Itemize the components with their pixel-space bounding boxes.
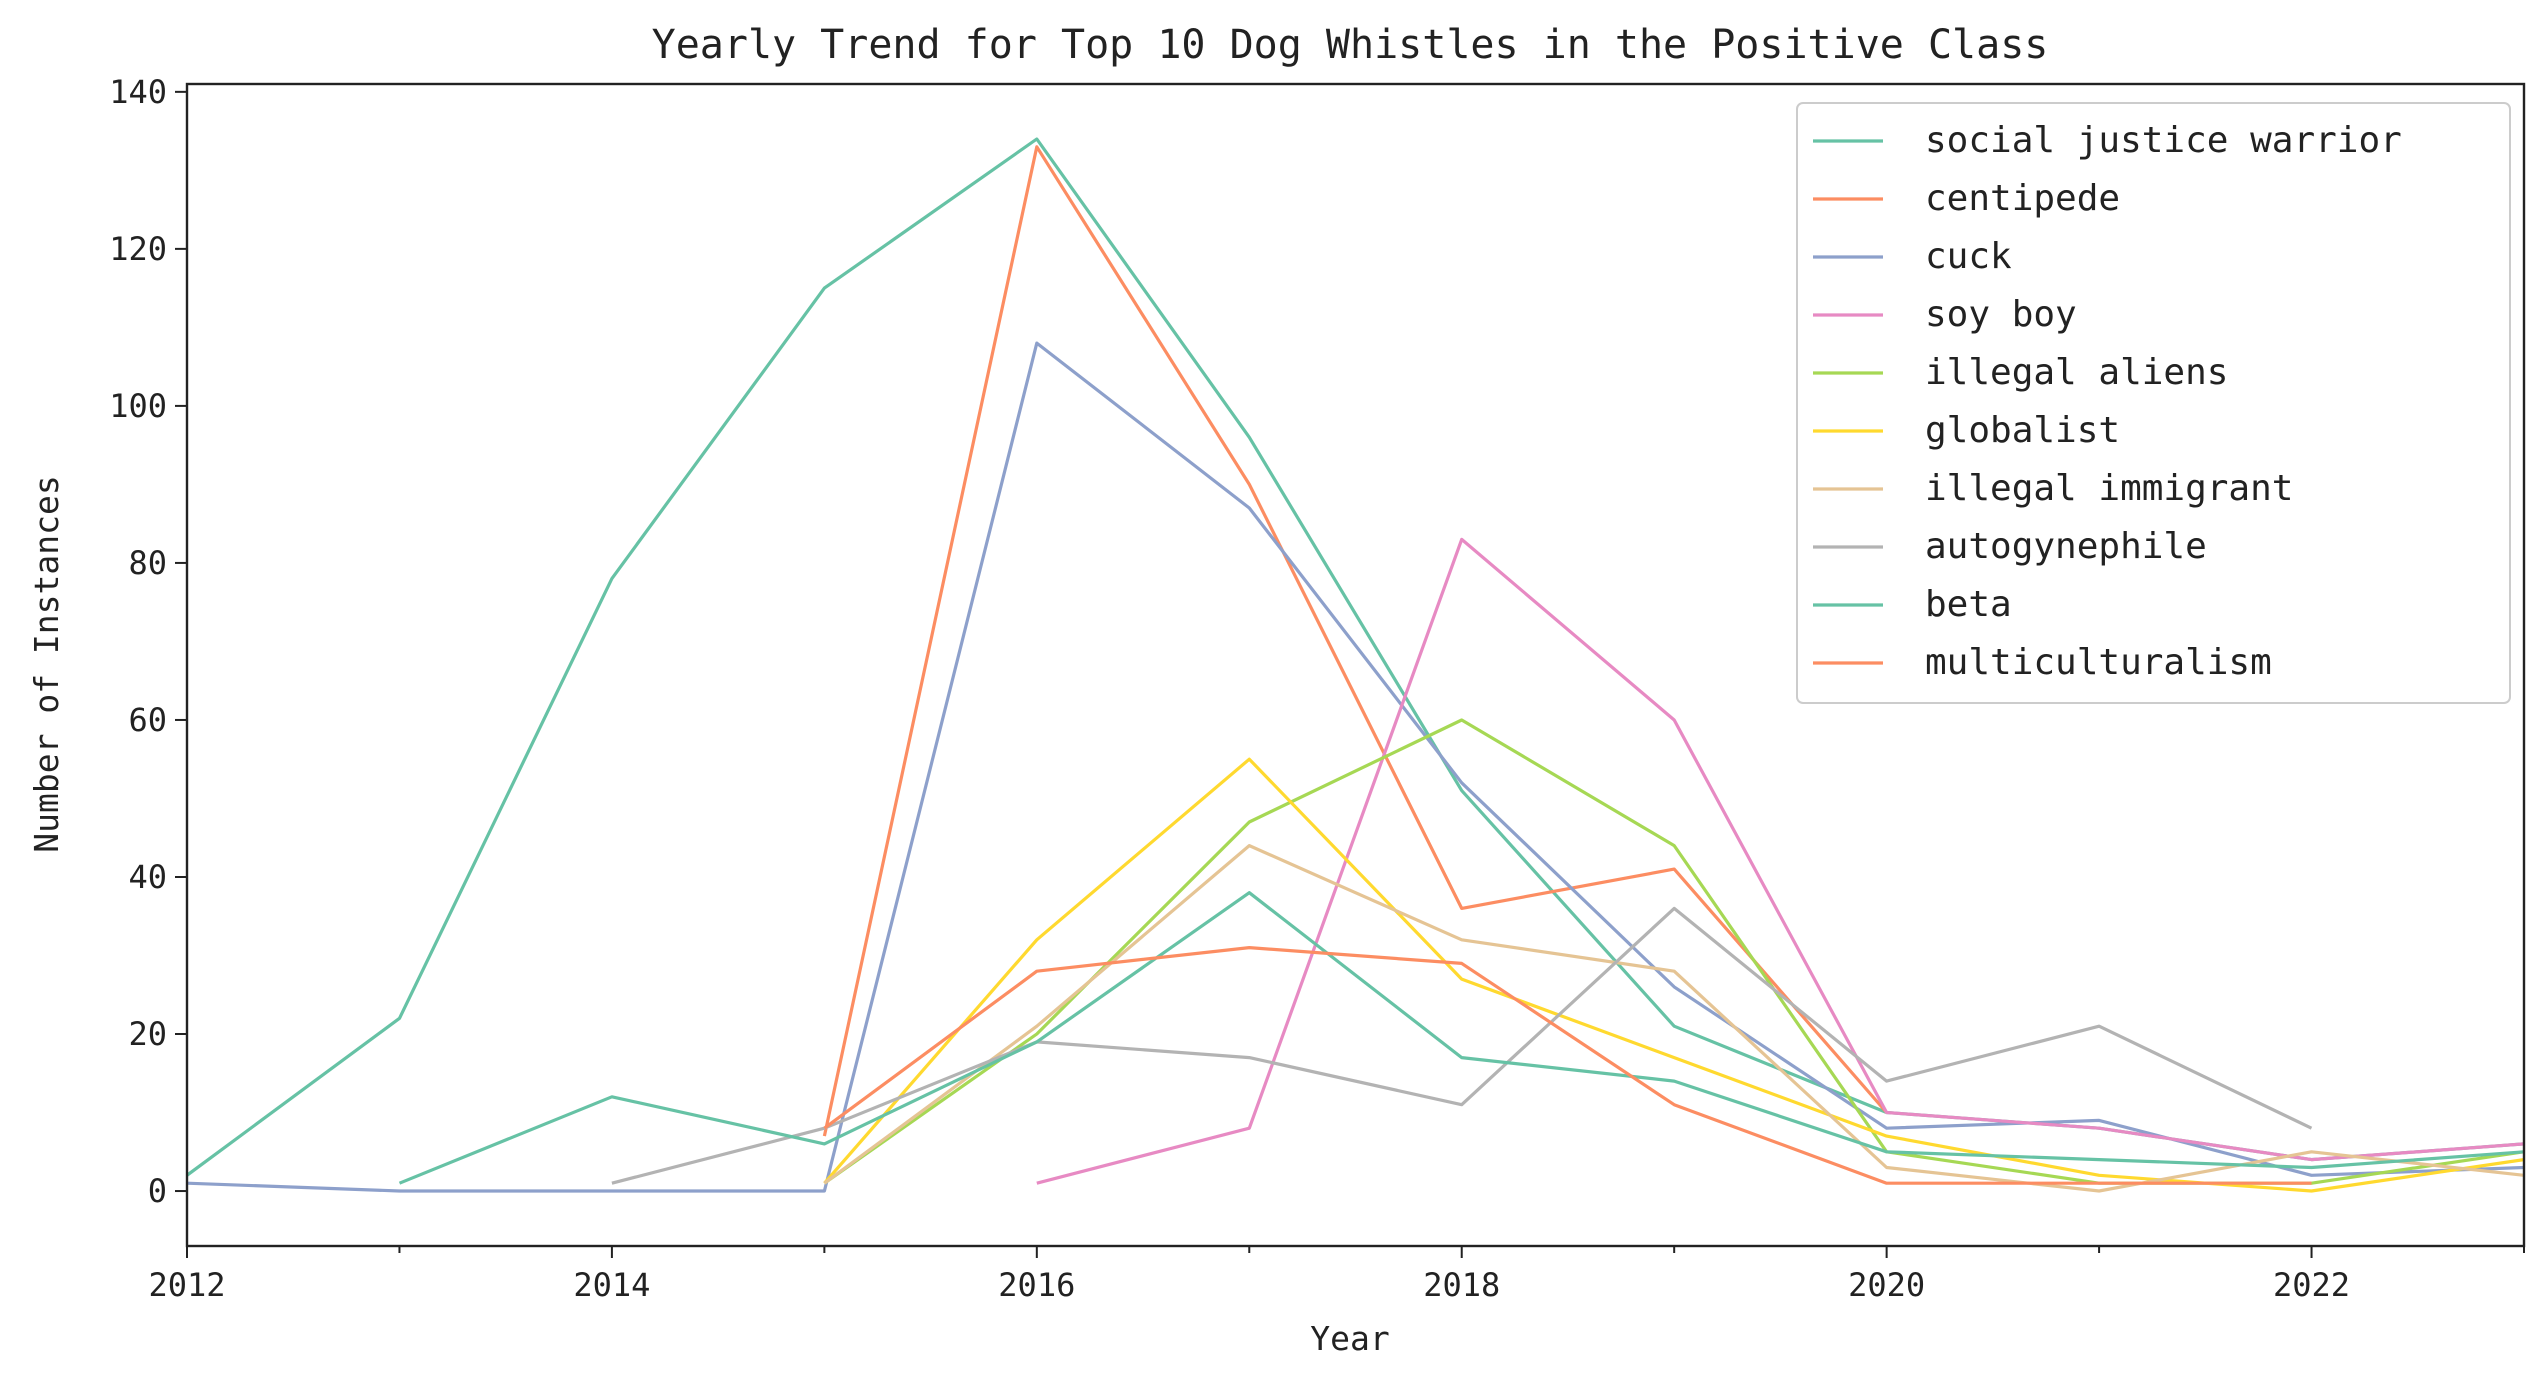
x-tick-label: 2018 [1423,1266,1500,1304]
legend-label: multiculturalism [1925,642,2272,683]
series-line-6 [823,843,2524,1193]
legend-label: cuck [1925,236,2012,277]
legend-label: illegal aliens [1925,352,2228,393]
series-line-9 [823,945,2312,1185]
legend: social justice warrior centipede cuck soy b… [1796,102,2511,704]
series-line-2 [187,341,2524,1193]
legend-label: globalist [1925,410,2120,451]
chart-title: Yearly Trend for Top 10 Dog Whistles in … [652,22,2049,68]
legend-box [1796,102,2511,704]
x-tick-label: 2014 [573,1266,650,1304]
x-tick-label: 2016 [998,1266,1075,1304]
y-tick-label: 60 [128,701,167,739]
legend-label: beta [1925,584,2012,625]
y-axis-label: Number of Instances [27,475,66,853]
y-tick-label: 20 [128,1015,167,1053]
x-tick-label: 2020 [1848,1266,1925,1304]
series-line-1 [822,145,1888,1137]
axes-frame [185,82,2526,1248]
legend-label: illegal immigrant [1925,468,2293,509]
series-lines [187,137,2524,1193]
series-line-5 [823,757,2524,1193]
y-tick-label: 100 [109,387,167,425]
y-tick-label: 0 [148,1172,167,1210]
y-tick-label: 140 [109,73,167,111]
series-line-8 [398,891,2524,1185]
axes: 2012 2014 2016 2018 2020 2022 0 20 40 60 80 100 120 1… [109,73,2526,1304]
x-tick-label: 2012 [148,1266,225,1304]
x-axis-label: Year [1310,1319,1389,1358]
legend-label: social justice warrior [1925,120,2402,161]
x-tick-label: 2022 [2273,1266,2350,1304]
series-line-3 [1036,537,2524,1185]
plot-area [187,137,2524,1193]
y-tick-label: 40 [128,858,167,896]
legend-label: autogynephile [1925,526,2207,567]
series-line-4 [823,718,2524,1185]
legend-label: soy boy [1925,294,2077,335]
y-tick-label: 80 [128,544,167,582]
legend-label: centipede [1925,178,2120,219]
series-line-7 [611,906,2313,1185]
y-tick-label: 120 [109,230,167,268]
